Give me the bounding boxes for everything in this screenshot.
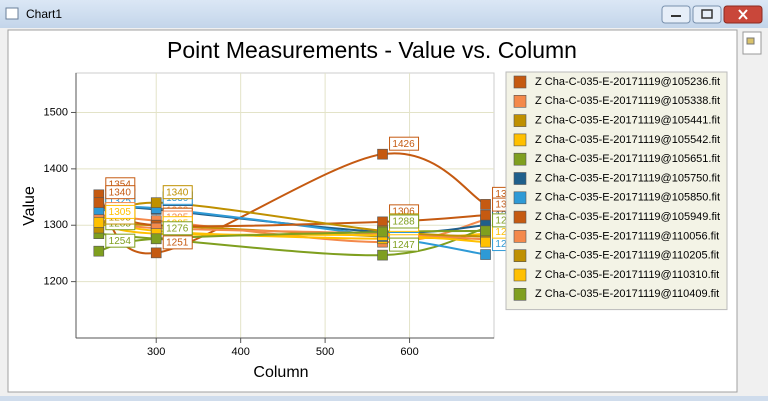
data-point	[377, 148, 388, 160]
minimize-icon	[671, 15, 681, 17]
y-tick-label: 1200	[44, 276, 68, 288]
legend-label: Z Cha-C-035-E-20171119@110056.fit	[535, 230, 719, 242]
data-label-box	[105, 204, 136, 219]
legend-label: Z Cha-C-035-E-20171119@105750.fit	[535, 172, 720, 184]
data-point	[377, 216, 388, 228]
x-tick-label: 500	[316, 346, 334, 358]
data-point	[93, 197, 105, 208]
legend-label: Z Cha-C-035-E-20171119@105236.fit	[535, 76, 720, 88]
legend-label: Z Cha-C-035-E-20171119@105949.fit	[535, 211, 720, 223]
x-tick-label: 300	[147, 346, 165, 358]
data-label: 1306	[392, 206, 415, 217]
data-point	[480, 199, 491, 210]
data-point	[480, 249, 491, 260]
bottom-edge	[0, 396, 768, 401]
data-point	[480, 236, 491, 248]
legend-swatch	[513, 172, 527, 185]
data-label: 1288	[392, 217, 415, 228]
legend	[505, 71, 728, 311]
window-title: Chart1	[26, 7, 62, 21]
close-icon	[738, 9, 748, 20]
legend-swatch	[513, 230, 527, 243]
y-tick-label: 1300	[44, 219, 68, 231]
legend-swatch	[513, 133, 527, 147]
data-point	[93, 245, 105, 257]
data-label: 1254	[109, 236, 132, 247]
side-tool-icon	[746, 37, 755, 45]
legend-swatch	[513, 152, 527, 166]
data-label-box	[105, 185, 136, 200]
data-label-box	[162, 221, 193, 236]
x-tick-label: 600	[400, 346, 418, 358]
legend-swatch	[513, 95, 527, 108]
data-point	[150, 247, 162, 259]
data-point	[480, 225, 491, 237]
legend-swatch	[513, 249, 527, 262]
data-point	[377, 249, 388, 261]
data-point	[480, 209, 491, 221]
data-label: 1340	[109, 187, 132, 198]
data-label-box	[162, 235, 193, 250]
legend-swatch	[513, 210, 527, 224]
data-label: 1251	[166, 238, 189, 249]
legend-swatch	[513, 114, 527, 127]
data-point	[93, 217, 105, 228]
legend-swatch	[513, 268, 527, 282]
chart-title: Point Measurements - Value vs. Column	[167, 37, 577, 63]
legend-label: Z Cha-C-035-E-20171119@105338.fit	[535, 95, 720, 107]
legend-swatch	[513, 191, 527, 205]
window-icon	[5, 7, 19, 20]
legend-label: Z Cha-C-035-E-20171119@110310.fit	[535, 269, 719, 281]
y-tick-label: 1500	[44, 106, 68, 118]
data-point	[377, 226, 388, 238]
data-point	[150, 197, 162, 208]
data-label: 1325	[109, 196, 132, 207]
title-bar	[0, 0, 768, 28]
data-label-box	[162, 185, 193, 200]
maximize-button[interactable]	[692, 5, 722, 24]
y-tick-label: 1400	[44, 163, 68, 175]
legend-swatch	[513, 287, 527, 301]
data-label: 1276	[166, 223, 189, 234]
legend-label: Z Cha-C-035-E-20171119@105441.fit	[535, 115, 720, 127]
x-axis-title: Column	[253, 364, 308, 381]
data-label-box	[389, 136, 420, 151]
legend-label: Z Cha-C-035-E-20171119@105850.fit	[535, 192, 720, 204]
y-axis-title: Value	[21, 186, 38, 226]
x-tick-label: 400	[231, 346, 249, 358]
legend-label: Z Cha-C-035-E-20171119@105542.fit	[535, 134, 720, 146]
legend-label: Z Cha-C-035-E-20171119@105651.fit	[535, 153, 720, 165]
data-label: 1340	[166, 187, 189, 198]
plot-background	[75, 72, 495, 339]
data-label: 1426	[392, 139, 415, 150]
data-label-box	[389, 214, 420, 229]
maximize-icon	[701, 9, 713, 19]
legend-label: Z Cha-C-035-E-20171119@110205.fit	[535, 250, 719, 262]
legend-label: Z Cha-C-035-E-20171119@110409.fit	[535, 288, 719, 300]
data-label-box	[389, 237, 420, 252]
data-point	[150, 233, 162, 245]
data-label: 1354	[109, 179, 132, 190]
data-label: 1247	[392, 240, 415, 251]
minimize-button[interactable]	[661, 5, 691, 24]
data-label-box	[105, 233, 136, 248]
legend-swatch	[513, 75, 527, 89]
data-label: 1305	[109, 207, 132, 218]
